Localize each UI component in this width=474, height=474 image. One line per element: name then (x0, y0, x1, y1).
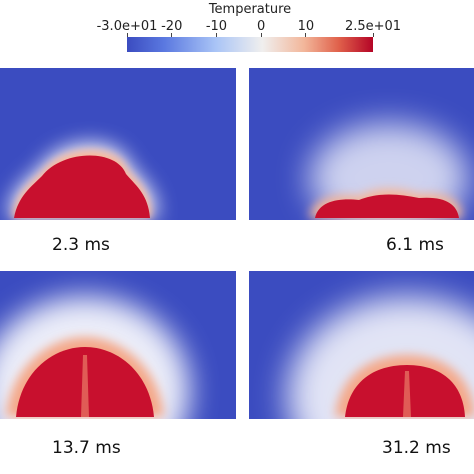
colorbar-tick-mark (171, 33, 173, 37)
temperature-field-2 (309, 123, 469, 220)
colorbar (127, 37, 373, 52)
colorbar-tick-mark (215, 33, 217, 37)
simulation-panel-1 (0, 68, 236, 220)
colorbar-tick-mark (305, 33, 307, 37)
colorbar-tick-mark (372, 33, 374, 37)
temperature-field-3 (0, 296, 190, 419)
time-label-3: 13.7 ms (52, 438, 121, 458)
colorbar-tick-label: -3.0e+01 (96, 19, 158, 34)
temperature-field-1 (8, 142, 158, 218)
colorbar-tick-label: 10 (297, 19, 315, 34)
colorbar-tick-label: -20 (161, 19, 183, 34)
colorbar-tick-mark (126, 33, 128, 37)
simulation-panel-3 (0, 271, 236, 419)
colorbar-tick-label: -10 (205, 19, 228, 34)
colorbar-tick-label: 2.5e+01 (344, 19, 402, 34)
simulation-panel-2 (249, 68, 474, 220)
colorbar-tick-label: 0 (257, 19, 266, 34)
colorbar-tick-mark (260, 33, 262, 37)
simulation-panel-4 (249, 271, 474, 419)
time-label-4: 31.2 ms (382, 438, 451, 458)
time-label-1: 2.3 ms (52, 235, 110, 255)
temperature-field-4 (287, 296, 474, 419)
colorbar-title: Temperature (208, 2, 292, 17)
time-label-2: 6.1 ms (386, 235, 444, 255)
